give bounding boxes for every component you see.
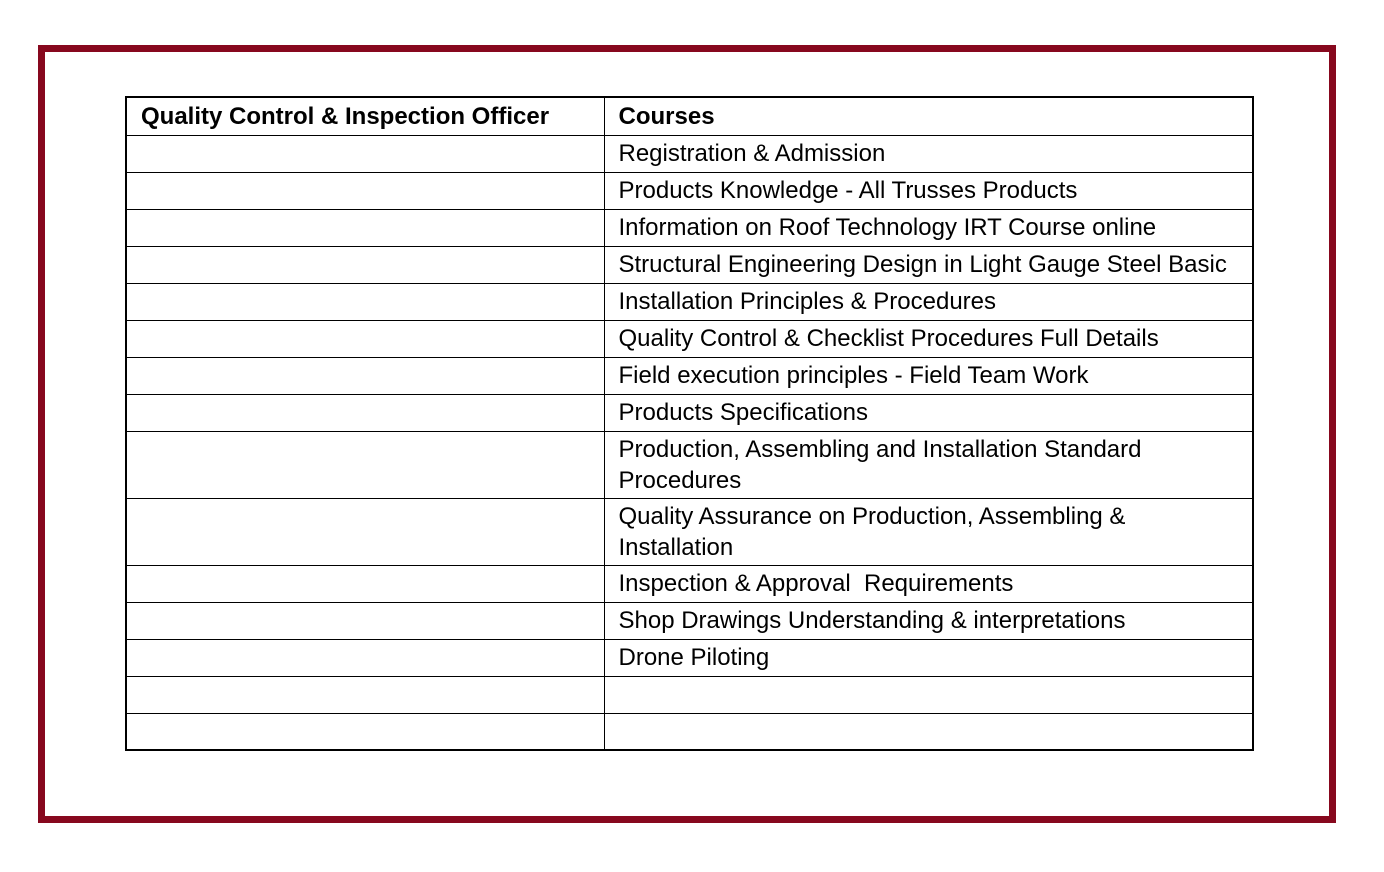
table-row: Field execution principles - Field Team … [125, 356, 1254, 395]
role-header-cell: Quality Control & Inspection Officer [125, 96, 605, 136]
course-cell: Production, Assembling and Installation … [603, 430, 1254, 499]
course-cell: Quality Control & Checklist Procedures F… [603, 319, 1254, 358]
course-cell: Products Specifications [603, 393, 1254, 432]
courses-table: Quality Control & Inspection Officer Cou… [125, 96, 1254, 751]
table-row: Production, Assembling and Installation … [125, 430, 1254, 499]
course-cell: Products Knowledge - All Trusses Product… [603, 171, 1254, 210]
role-cell [125, 564, 605, 603]
course-cell: Installation Principles & Procedures [603, 282, 1254, 321]
course-cell: Drone Piloting [603, 638, 1254, 677]
course-cell [603, 675, 1254, 714]
course-cell: Quality Assurance on Production, Assembl… [603, 497, 1254, 566]
role-cell [125, 638, 605, 677]
table-row: Products Specifications [125, 393, 1254, 432]
table-header-row: Quality Control & Inspection Officer Cou… [125, 96, 1254, 136]
role-cell [125, 282, 605, 321]
table-row: Drone Piloting [125, 638, 1254, 677]
role-cell [125, 319, 605, 358]
table-row: Information on Roof Technology IRT Cours… [125, 208, 1254, 247]
course-cell: Field execution principles - Field Team … [603, 356, 1254, 395]
table-row [125, 712, 1254, 751]
role-cell [125, 171, 605, 210]
role-cell [125, 430, 605, 499]
table-row: Quality Assurance on Production, Assembl… [125, 497, 1254, 566]
role-cell [125, 208, 605, 247]
table-row: Inspection & Approval Requirements [125, 564, 1254, 603]
course-cell: Shop Drawings Understanding & interpreta… [603, 601, 1254, 640]
role-cell [125, 134, 605, 173]
course-cell: Registration & Admission [603, 134, 1254, 173]
role-cell [125, 356, 605, 395]
courses-header-cell: Courses [603, 96, 1254, 136]
table-row: Registration & Admission [125, 134, 1254, 173]
course-cell [603, 712, 1254, 751]
table-row: Installation Principles & Procedures [125, 282, 1254, 321]
course-cell: Information on Roof Technology IRT Cours… [603, 208, 1254, 247]
role-cell [125, 712, 605, 751]
role-cell [125, 675, 605, 714]
table-row: Structural Engineering Design in Light G… [125, 245, 1254, 284]
course-cell: Inspection & Approval Requirements [603, 564, 1254, 603]
table-row: Quality Control & Checklist Procedures F… [125, 319, 1254, 358]
table-row: Shop Drawings Understanding & interpreta… [125, 601, 1254, 640]
role-cell [125, 497, 605, 566]
role-cell [125, 601, 605, 640]
table-row: Products Knowledge - All Trusses Product… [125, 171, 1254, 210]
role-cell [125, 393, 605, 432]
role-cell [125, 245, 605, 284]
table-row [125, 675, 1254, 714]
course-cell: Structural Engineering Design in Light G… [603, 245, 1254, 284]
